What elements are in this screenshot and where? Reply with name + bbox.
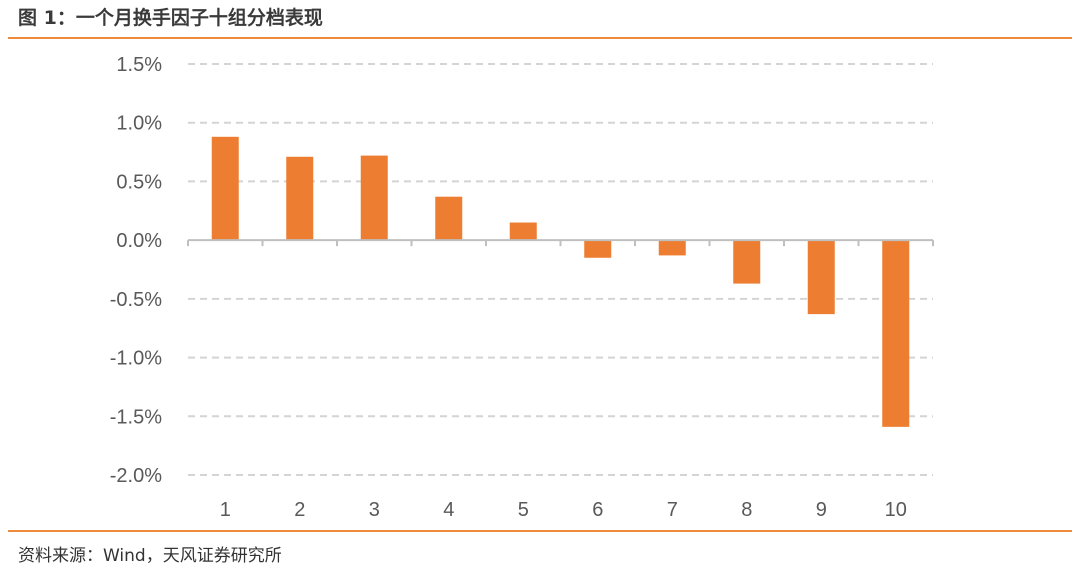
bar-5 <box>509 222 537 241</box>
bar-2 <box>286 156 314 241</box>
y-tick-label: 0.0% <box>116 230 162 252</box>
x-tick-label: 7 <box>667 499 678 521</box>
bar-1 <box>211 136 239 241</box>
bar-chart: 1.5% 1.0% 0.5% 0.0% -0.5% -1.0% -1.5% -2.0% 1 2 3 4… <box>110 54 934 521</box>
source-rule <box>8 530 1072 532</box>
y-tick-label: 0.5% <box>116 171 162 193</box>
x-tick-label: 4 <box>443 499 454 521</box>
x-tick-label: 3 <box>369 499 380 521</box>
y-tick-label: -1.5% <box>110 406 162 428</box>
y-tick-label: -1.0% <box>110 348 162 370</box>
y-tick-label: 1.0% <box>116 113 162 135</box>
bar-8 <box>733 240 761 284</box>
x-tick-label: 5 <box>518 499 529 521</box>
y-tick-label: -2.0% <box>110 465 162 487</box>
x-tick-label: 2 <box>294 499 305 521</box>
figure-title: 图 1：一个月换手因子十组分档表现 <box>18 7 323 29</box>
x-tick-label: 9 <box>816 499 827 521</box>
x-tick-label: 10 <box>885 499 907 521</box>
bar-3 <box>360 155 388 241</box>
bar-9 <box>807 240 835 315</box>
bar-6 <box>584 240 612 258</box>
title-rule <box>8 37 1072 39</box>
bar-7 <box>658 240 686 256</box>
bar-4 <box>435 196 463 241</box>
y-tick-label: 1.5% <box>116 54 162 76</box>
bar-10 <box>882 240 910 427</box>
x-tick-label: 6 <box>592 499 603 521</box>
source-note: 资料来源：Wind，天风证券研究所 <box>18 546 282 566</box>
x-tick-label: 8 <box>741 499 752 521</box>
x-tick-label: 1 <box>220 499 231 521</box>
y-tick-label: -0.5% <box>110 289 162 311</box>
